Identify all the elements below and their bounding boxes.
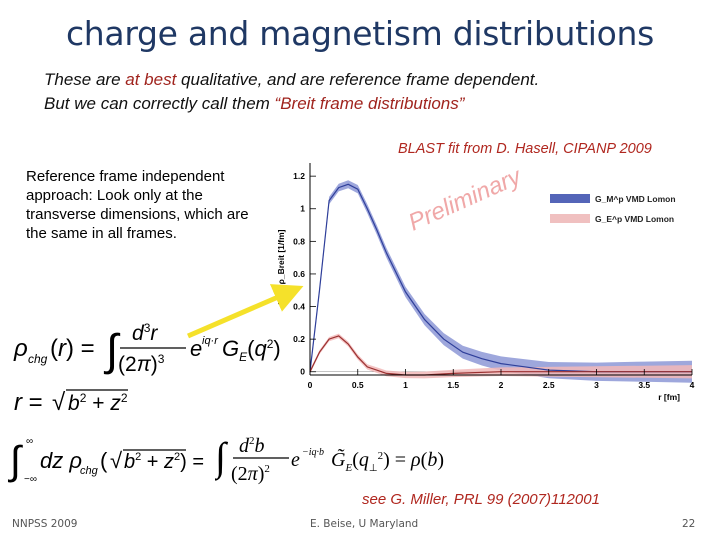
legend-label-gep: G_E^p VMD Lomon — [595, 214, 674, 224]
x-tick-label: 1.5 — [447, 380, 459, 390]
intro-at-best: at best — [125, 70, 177, 89]
svg-text:iq·r: iq·r — [202, 335, 219, 347]
intro-line-2-start: But we can correctly call them — [44, 94, 275, 113]
series-band-0 — [310, 180, 692, 383]
svg-text:dz ρ: dz ρ — [40, 448, 82, 473]
y-tick-label: 0.2 — [293, 334, 305, 344]
equations: ρ chg (r) = ∫ d3r (2π)3 e iq·r GE(q2) r … — [8, 321, 281, 485]
slide-title: charge and magnetism distributions — [65, 14, 655, 53]
y-tick-label: 0 — [300, 367, 305, 377]
svg-text:GE(q2): GE(q2) — [222, 336, 281, 364]
svg-text:b2 + z2: b2 + z2 — [68, 391, 128, 415]
svg-text:e: e — [291, 449, 300, 471]
svg-text:√: √ — [110, 448, 123, 473]
x-axis-label: r [fm] — [658, 392, 680, 402]
svg-text:∫: ∫ — [8, 439, 24, 483]
footer-center: E. Beise, U Maryland — [310, 518, 419, 530]
svg-text:r =: r = — [14, 389, 43, 416]
x-tick-label: 3 — [594, 380, 599, 390]
legend-swatch-gmp — [550, 194, 590, 203]
svg-text:∫: ∫ — [103, 326, 121, 375]
blast-credit: BLAST fit from D. Hasell, CIPANP 2009 — [398, 141, 652, 157]
y-tick-label: 1 — [300, 204, 305, 214]
x-tick-label: 3.5 — [638, 380, 650, 390]
miller-reference: see G. Miller, PRL 99 (2007)112001 — [362, 491, 600, 508]
transverse-equation-rhs: ∫ d2b (2π)2 e −iq·b G̃E(q⊥2) = ρ(b) — [212, 428, 495, 498]
svg-text:d3r: d3r — [132, 321, 158, 345]
chart-legend: G_M^p VMD Lomon G_E^p VMD Lomon — [550, 194, 676, 224]
svg-text:d2b: d2b — [239, 435, 265, 457]
intro-breit-frame: “Breit frame distributions” — [274, 94, 465, 113]
footer-page-number: 22 — [682, 518, 696, 530]
x-tick-label: 2 — [499, 380, 504, 390]
svg-text:(: ( — [100, 448, 108, 473]
x-tick-label: 0 — [308, 380, 313, 390]
y-tick-label: 1.2 — [293, 171, 305, 181]
transverse-density-equation: ∫ ∞ −∞ dz ρ chg ( √ b2 + z2) = — [8, 436, 204, 485]
series-line-1 — [309, 335, 692, 376]
y-tick-label: 0.6 — [293, 269, 305, 279]
svg-text:√: √ — [52, 389, 66, 416]
charge-density-equation: ρ chg (r) = ∫ d3r (2π)3 e iq·r GE(q2) — [13, 321, 281, 376]
intro-line-1: These are at best qualitative, and are r… — [44, 70, 539, 90]
uncertainty-bands — [310, 180, 692, 383]
x-ticks: 0 0.5 1 1.5 2 2.5 3 3.5 4 — [308, 369, 695, 390]
svg-text:−∞: −∞ — [24, 474, 37, 485]
legend-swatch-gep — [550, 214, 590, 223]
transverse-equation-rhs-graphic: ∫ d2b (2π)2 e −iq·b G̃E(q⊥2) = ρ(b) — [212, 434, 444, 485]
x-tick-label: 0.5 — [352, 380, 364, 390]
svg-text:∫: ∫ — [215, 434, 229, 481]
y-axis-label: 4π r² ρ_Breit [1/fm] — [276, 229, 286, 306]
x-tick-label: 4 — [690, 380, 695, 390]
y-tick-label: 0.8 — [293, 236, 305, 246]
svg-text:∞: ∞ — [26, 436, 33, 447]
footer-left: NNPSS 2009 — [12, 518, 78, 530]
svg-text:(2π)2: (2π)2 — [231, 463, 270, 485]
series-band-1 — [310, 333, 692, 379]
svg-text:e: e — [190, 336, 202, 361]
x-tick-label: 2.5 — [543, 380, 555, 390]
intro-line-1-start: These are — [44, 70, 126, 89]
svg-text:(2π)3: (2π)3 — [118, 352, 165, 376]
svg-text:(r) =: (r) = — [50, 335, 95, 362]
side-note: Reference frame independent approach: Lo… — [26, 168, 249, 242]
distribution-chart: Preliminary 0 0.5 1 1.5 2 2.5 3 3.5 4 00.20.40.6… — [270, 158, 702, 406]
svg-text:ρ: ρ — [13, 335, 28, 362]
intro-line-1-end: qualitative, and are reference frame dep… — [176, 70, 540, 89]
svg-text:G̃E(q⊥2) = ρ(b): G̃E(q⊥2) = ρ(b) — [331, 448, 444, 474]
radius-equation: r = √ b2 + z2 — [14, 389, 128, 416]
svg-text:−iq·b: −iq·b — [302, 447, 324, 458]
legend-label-gmp: G_M^p VMD Lomon — [595, 194, 676, 204]
intro-line-2: But we can correctly call them “Breit fr… — [44, 94, 464, 114]
svg-text:chg: chg — [80, 465, 99, 477]
x-tick-label: 1 — [403, 380, 408, 390]
svg-text:b2 + z2) =: b2 + z2) = — [124, 451, 204, 473]
svg-text:chg: chg — [28, 352, 48, 366]
